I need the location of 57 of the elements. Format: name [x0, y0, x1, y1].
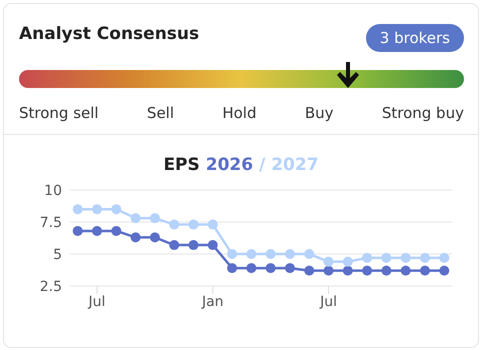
point: [381, 266, 392, 276]
point: [188, 220, 198, 230]
category-label: Buy: [304, 104, 334, 122]
point: [169, 220, 180, 230]
point: [246, 249, 256, 259]
point: [284, 249, 295, 259]
y-tick-label: 2.5: [40, 278, 62, 295]
point: [439, 252, 450, 263]
text: 3 brokers: [366, 24, 464, 52]
point: [420, 252, 430, 263]
point: [227, 249, 238, 259]
category-label: Sell: [146, 104, 174, 122]
x-tick-label: Jul: [319, 294, 337, 310]
point: [324, 256, 334, 267]
point: [266, 249, 276, 259]
point: [400, 252, 411, 263]
point: [266, 263, 276, 274]
point: [362, 252, 372, 263]
point: [342, 266, 353, 276]
point: [169, 240, 180, 250]
point: [342, 256, 353, 267]
point: [420, 266, 430, 276]
point: [362, 266, 372, 276]
point: [111, 204, 122, 214]
point: [400, 266, 411, 276]
point: [130, 232, 141, 242]
y-tick-label: 5: [53, 246, 62, 263]
point: [284, 263, 295, 274]
text: / 2027: [259, 155, 319, 175]
point: [130, 213, 141, 224]
point: [92, 204, 102, 214]
point: [150, 232, 160, 242]
point: [111, 226, 122, 236]
point: [72, 204, 83, 214]
y-tick-label: 10: [44, 182, 62, 199]
point: [304, 266, 314, 276]
point: [304, 249, 314, 259]
category-label: Hold: [222, 104, 256, 122]
chart-title: EPS: [163, 155, 200, 175]
category-label: Strong sell: [19, 104, 99, 122]
point: [381, 252, 392, 263]
point: [324, 266, 334, 276]
y-tick-label: 7.5: [40, 214, 62, 231]
text: 2026: [206, 155, 254, 175]
point: [72, 226, 83, 236]
point: [439, 266, 450, 276]
text: Analyst Consensus: [19, 24, 200, 44]
point: [246, 263, 256, 274]
point: [208, 220, 218, 230]
point: [92, 226, 102, 236]
category-label: Strong buy: [382, 104, 464, 122]
x-tick-label: Jul: [88, 294, 106, 310]
point: [188, 240, 198, 250]
point: [208, 240, 218, 250]
point: [227, 263, 238, 274]
x-tick-label: Jan: [200, 294, 224, 310]
point: [150, 213, 160, 224]
